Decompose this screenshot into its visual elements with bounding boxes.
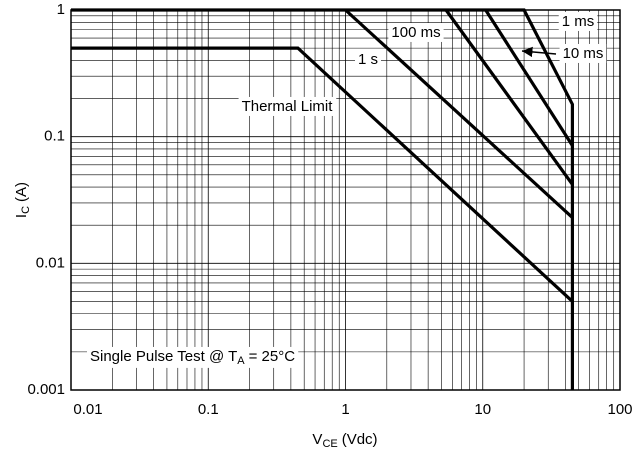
y-tick-label: 0.01	[36, 254, 65, 271]
series-label: 100 ms	[391, 24, 440, 41]
series-label: 10 ms	[563, 45, 604, 62]
series-line	[71, 46, 574, 303]
label-box	[559, 43, 607, 63]
y-axis-label: IC(A)	[13, 182, 32, 218]
x-tick-label: 0.01	[73, 401, 102, 418]
plot-frame	[70, 9, 621, 391]
annotation-part: A	[237, 355, 245, 367]
series-line	[484, 9, 574, 147]
x-axis-label: VCE (Vdc)	[312, 431, 377, 450]
series-line	[444, 9, 574, 186]
series-label: Thermal Limit	[242, 98, 334, 115]
labels: 0.01 0.1 1 10 100 0.001 0.01 0.1 1 Thermal Limit 1…	[27, 1, 632, 418]
lines	[71, 8, 575, 390]
grid	[70, 9, 621, 391]
annotation-part: = 25°C	[249, 348, 296, 365]
y-tick-label: 0.001	[27, 381, 65, 398]
label-box	[354, 49, 382, 69]
x-tick-label: 100	[607, 401, 632, 418]
series-line	[344, 8, 574, 219]
series-label: 1 ms	[562, 13, 595, 30]
label-box	[238, 96, 337, 116]
label-box	[558, 11, 598, 31]
annotation-part: Single Pulse Test @ T	[90, 348, 237, 365]
series-line	[71, 8, 575, 390]
label-box	[388, 22, 444, 42]
y-tick-label: 1	[57, 1, 65, 18]
x-tick-label: 1	[341, 401, 349, 418]
x-tick-label: 0.1	[198, 401, 219, 418]
arrow	[521, 46, 557, 58]
series-label: 1 s	[358, 51, 378, 68]
y-tick-label: 0.1	[44, 128, 65, 145]
x-tick-label: 10	[474, 401, 491, 418]
label-box	[87, 346, 299, 368]
annotation: Single Pulse Test @ TA = 25°C	[90, 348, 295, 367]
